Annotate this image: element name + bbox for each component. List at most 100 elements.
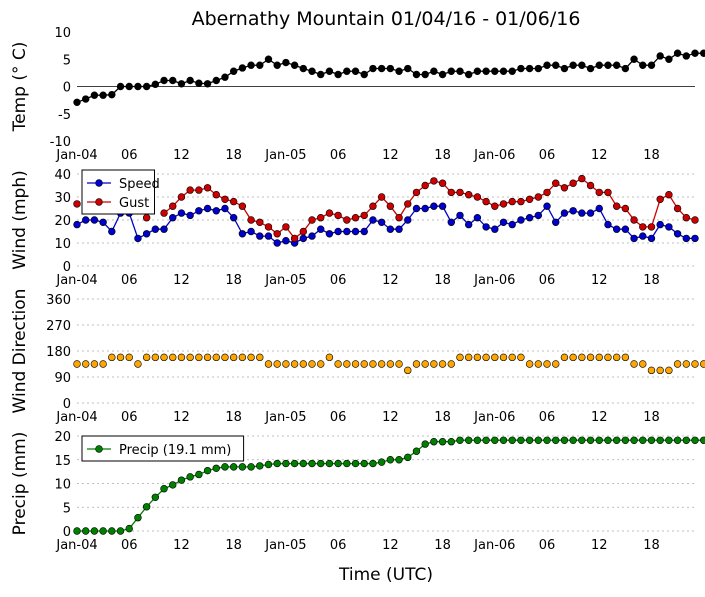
temp-point [612, 61, 621, 69]
temp-point [247, 61, 255, 69]
speed-point [673, 230, 682, 238]
speed-point [317, 225, 325, 233]
direction-point [282, 360, 290, 368]
precip-point [212, 464, 220, 472]
direction-point [404, 366, 412, 375]
direction-point [621, 353, 630, 362]
speed-point [238, 230, 247, 238]
gust-point [290, 234, 299, 243]
gust-point [464, 191, 473, 199]
temp-point [621, 64, 630, 73]
temp-point [325, 67, 334, 75]
precip-point [290, 459, 299, 468]
temp-point [299, 64, 308, 73]
x-tick-label: 18 [643, 538, 660, 553]
speed-point [169, 214, 177, 222]
precip-point [517, 436, 525, 444]
direction-point [325, 353, 334, 362]
direction-point [203, 353, 212, 362]
precip-point [491, 436, 499, 444]
speed-point [264, 232, 273, 240]
direction-point [673, 360, 682, 368]
temp-point [212, 76, 220, 85]
precip-point [700, 436, 705, 444]
speed-point [682, 234, 690, 243]
gust-point [186, 186, 194, 194]
direction-point [595, 353, 603, 362]
x-tick-label: Jan-05 [264, 410, 306, 425]
direction-point [256, 353, 264, 362]
y-tick-label: 40 [54, 168, 71, 183]
y-tick-label: 0 [63, 260, 71, 275]
precip-point [308, 459, 316, 468]
direction-point [430, 360, 438, 368]
speed-point [438, 202, 447, 210]
y-tick-label: 15 [54, 454, 71, 469]
temp-point [290, 61, 299, 69]
x-tick-label: 12 [173, 538, 190, 553]
panel-1: 10 5 0 -5 -10 Temp (° C) Jan-04 06 12 18 Jan-05 06 1… [10, 26, 705, 163]
temp-point [639, 61, 647, 69]
speed-point [543, 202, 551, 210]
x-tick-label: 12 [591, 538, 608, 553]
direction-point [438, 360, 447, 368]
speed-point [525, 214, 534, 222]
precip-point [604, 436, 612, 444]
x-tick-label: 12 [382, 410, 399, 425]
gust-point [508, 197, 516, 206]
x-tick-label: 06 [121, 148, 138, 163]
direction-point [578, 353, 586, 362]
gust-point [299, 227, 308, 236]
x-tick-label: Jan-06 [473, 410, 515, 425]
direction-point [212, 353, 220, 362]
temp-point [151, 80, 160, 89]
speed-point [90, 216, 99, 224]
gust-point [256, 218, 264, 227]
precip-point [99, 527, 107, 535]
direction-point [630, 360, 638, 368]
speed-point [308, 232, 316, 240]
temp-point [351, 67, 360, 75]
direction-point [464, 353, 473, 362]
x-axis-label: Time (UTC) [338, 565, 433, 585]
direction-point [412, 360, 421, 368]
gust-point [177, 193, 186, 201]
y-axis-label: Wind (mph) [10, 170, 30, 270]
direction-point [691, 360, 699, 368]
speed-point [395, 225, 403, 233]
x-tick-label: 06 [330, 148, 347, 163]
x-tick-label: 18 [643, 410, 660, 425]
gust-point [343, 216, 351, 224]
speed-point [560, 209, 569, 217]
precip-point [238, 463, 247, 471]
speed-point [186, 211, 194, 220]
gust-point [682, 214, 690, 222]
gust-point [412, 188, 421, 197]
precip-point [612, 436, 621, 444]
speed-point [621, 225, 630, 233]
speed-point [99, 218, 107, 227]
direction-point [508, 353, 516, 362]
gust-point [317, 214, 325, 222]
legend-item-gust: Gust [87, 196, 149, 211]
temp-point [673, 49, 682, 57]
precip-point [621, 436, 630, 444]
direction-point [560, 353, 569, 362]
speed-point [473, 214, 482, 222]
precip-point [647, 436, 656, 444]
precip-point [186, 473, 194, 481]
gust-point [351, 214, 360, 222]
x-tick-label: Jan-04 [55, 538, 97, 553]
y-tick-label: -5 [58, 108, 71, 123]
x-tick-label: 12 [173, 273, 190, 288]
temp-point [586, 64, 595, 73]
precip-point [656, 436, 664, 444]
x-tick-label: 18 [643, 148, 660, 163]
gust-point [447, 188, 455, 197]
precip-point [273, 459, 281, 468]
speed-point [351, 227, 360, 236]
precip-point [229, 463, 238, 471]
direction-point [247, 353, 255, 362]
precip-point [473, 436, 482, 444]
temp-point [203, 80, 212, 88]
